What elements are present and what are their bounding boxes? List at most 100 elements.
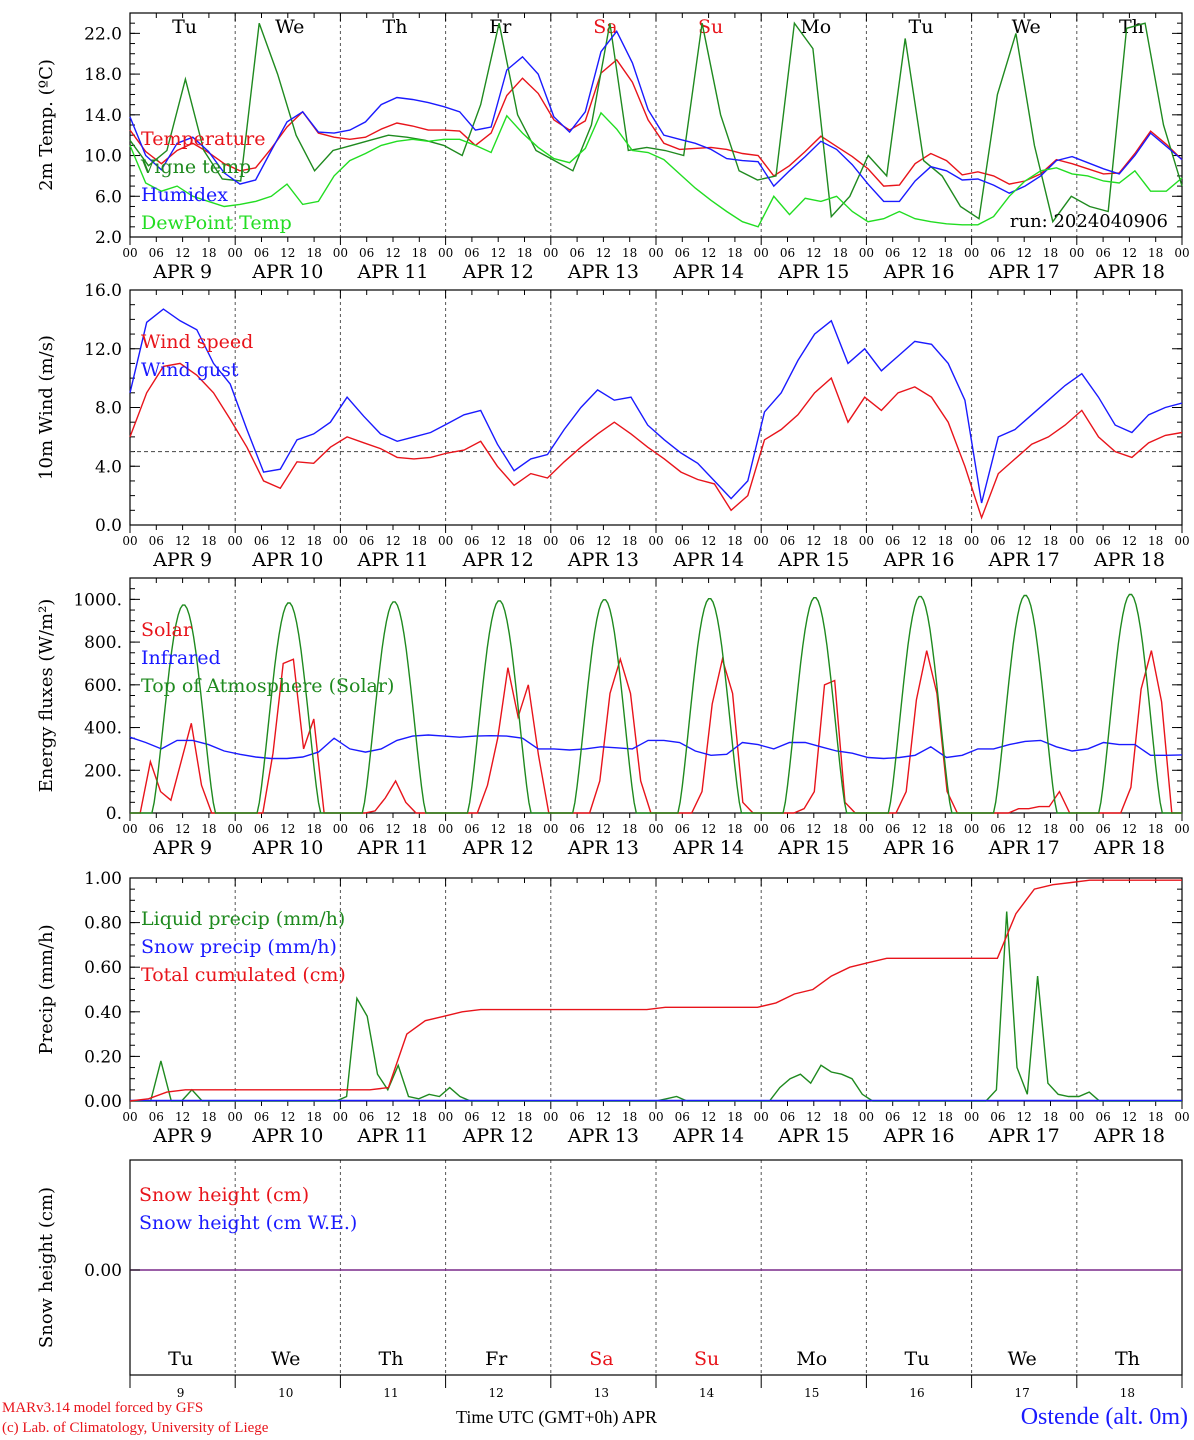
panel3-date-label: APR 12 xyxy=(462,837,534,859)
legend-entry: Solar xyxy=(141,619,193,641)
panel4-date-label: APR 15 xyxy=(777,1125,849,1147)
panel2-hour-label: 06 xyxy=(1095,534,1110,548)
panel3-date-label: APR 14 xyxy=(672,837,744,859)
weekday-label-bottom: Fr xyxy=(485,1348,508,1370)
weekday-label-bottom: We xyxy=(1008,1348,1037,1370)
panel1-hour-label: 12 xyxy=(385,246,400,260)
weekday-label-top: Mo xyxy=(800,16,831,38)
panel2-hour-label: 00 xyxy=(648,534,663,548)
panel3-hour-label: 12 xyxy=(1122,822,1137,836)
panel2-hour-label: 18 xyxy=(622,534,637,548)
panel4-y-axis-title: Precip (mm/h) xyxy=(36,924,57,1054)
day-number-label: 12 xyxy=(489,1386,504,1400)
panel2-date-label: APR 10 xyxy=(251,549,323,571)
weekday-label-bottom: We xyxy=(271,1348,300,1370)
panel3-hour-label: 18 xyxy=(412,822,427,836)
weekday-label-top: We xyxy=(1012,16,1041,38)
flux-line-infrared xyxy=(129,734,1183,760)
panel4-hour-label: 18 xyxy=(727,1110,742,1124)
panel1-hour-label: 00 xyxy=(122,246,137,260)
panel2-hour-label: 12 xyxy=(385,534,400,548)
panel4-y-tick-label: 1.00 xyxy=(84,869,122,889)
panel1-hour-label: 12 xyxy=(1122,246,1137,260)
legend-entry: Total cumulated (cm) xyxy=(141,964,346,986)
panel4-hour-label: 12 xyxy=(596,1110,611,1124)
panel3-date-label: APR 15 xyxy=(777,837,849,859)
panel1-hour-label: 06 xyxy=(149,246,164,260)
wind-line-wind-speed xyxy=(129,362,1183,520)
panel3-date-label: APR 17 xyxy=(988,837,1060,859)
panel2-date-label: APR 11 xyxy=(356,549,428,571)
panel4-hour-label: 18 xyxy=(517,1110,532,1124)
panel4-hour-label: 12 xyxy=(1122,1110,1137,1124)
panel4-hour-label: 00 xyxy=(1069,1110,1084,1124)
panel2-hour-label: 00 xyxy=(754,534,769,548)
panel1-y-tick-label: 22.0 xyxy=(84,24,122,44)
panel2-date-label: APR 9 xyxy=(152,549,212,571)
day-number-label: 14 xyxy=(699,1386,715,1400)
panel1-hour-label: 12 xyxy=(1017,246,1032,260)
panel2-hour-label: 18 xyxy=(938,534,953,548)
panel4-hour-label: 12 xyxy=(701,1110,716,1124)
panel3-hour-label: 00 xyxy=(1174,822,1189,836)
panel4-hour-label: 06 xyxy=(569,1110,584,1124)
panel2-hour-label: 06 xyxy=(254,534,269,548)
legend-entry: Humidex xyxy=(141,184,228,206)
panel1-hour-label: 06 xyxy=(464,246,479,260)
panel2-hour-label: 18 xyxy=(201,534,216,548)
panel1-hour-label: 00 xyxy=(964,246,979,260)
panel4-y-tick-label: 0.40 xyxy=(84,1003,122,1023)
panel1-hour-label: 06 xyxy=(1095,246,1110,260)
panel1-hour-label: 12 xyxy=(280,246,295,260)
panel1-date-label: APR 13 xyxy=(567,261,639,283)
day-number-label: 13 xyxy=(594,1386,609,1400)
panel3-y-axis-title: Energy fluxes (W/m²) xyxy=(36,599,57,793)
weekday-label-bottom: Tu xyxy=(168,1348,193,1370)
legend-entry: Wind gust xyxy=(141,359,239,381)
weekday-label-top: Tu xyxy=(172,16,197,38)
panel3-hour-label: 00 xyxy=(122,822,137,836)
panel2-hour-label: 00 xyxy=(1069,534,1084,548)
panel2-hour-label: 00 xyxy=(964,534,979,548)
panel1-hour-label: 00 xyxy=(648,246,663,260)
panel1-hour-label: 12 xyxy=(701,246,716,260)
panel3-hour-label: 12 xyxy=(701,822,716,836)
legend-entry: Wind speed xyxy=(141,331,253,353)
panel1-date-label: APR 9 xyxy=(152,261,212,283)
panel4-y-tick-label: 0.80 xyxy=(84,914,122,934)
panel1-date-label: APR 18 xyxy=(1093,261,1165,283)
panel1-hour-label: 18 xyxy=(201,246,216,260)
panel4-hour-label: 12 xyxy=(175,1110,190,1124)
panel3-hour-label: 18 xyxy=(622,822,637,836)
panel1-hour-label: 18 xyxy=(727,246,742,260)
panel2-hour-label: 18 xyxy=(306,534,321,548)
panel1-hour-label: 06 xyxy=(254,246,269,260)
station-label: Ostende (alt. 0m) xyxy=(1020,1404,1188,1430)
panel1-hour-label: 06 xyxy=(780,246,795,260)
panel2-date-label: APR 13 xyxy=(567,549,639,571)
panel5-y-axis-title: Snow height (cm) xyxy=(36,1187,57,1348)
panel1-frame xyxy=(129,12,1183,238)
panel1-hour-label: 12 xyxy=(911,246,926,260)
panel2-hour-label: 06 xyxy=(359,534,374,548)
panel1-hour-label: 12 xyxy=(491,246,506,260)
panel2-y-tick-label: 4.0 xyxy=(95,457,122,477)
panel1-y-tick-label: 10.0 xyxy=(84,147,122,167)
panel4-hour-label: 00 xyxy=(754,1110,769,1124)
panel3-hour-label: 18 xyxy=(201,822,216,836)
panel4-hour-label: 18 xyxy=(412,1110,427,1124)
panel3-hour-label: 06 xyxy=(569,822,584,836)
panel4-hour-label: 06 xyxy=(254,1110,269,1124)
weekday-label-top: Th xyxy=(383,16,408,38)
panel2-hour-label: 00 xyxy=(333,534,348,548)
x-axis-title: Time UTC (GMT+0h) APR xyxy=(456,1407,658,1427)
panel2-hour-label: 00 xyxy=(1174,534,1189,548)
panel1-hour-label: 00 xyxy=(543,246,558,260)
panel2-hour-label: 12 xyxy=(806,534,821,548)
panel3-hour-label: 12 xyxy=(175,822,190,836)
panel1-hour-label: 18 xyxy=(412,246,427,260)
panel2-hour-label: 06 xyxy=(990,534,1005,548)
panel3-hour-label: 18 xyxy=(1043,822,1058,836)
panel1-hour-label: 18 xyxy=(306,246,321,260)
